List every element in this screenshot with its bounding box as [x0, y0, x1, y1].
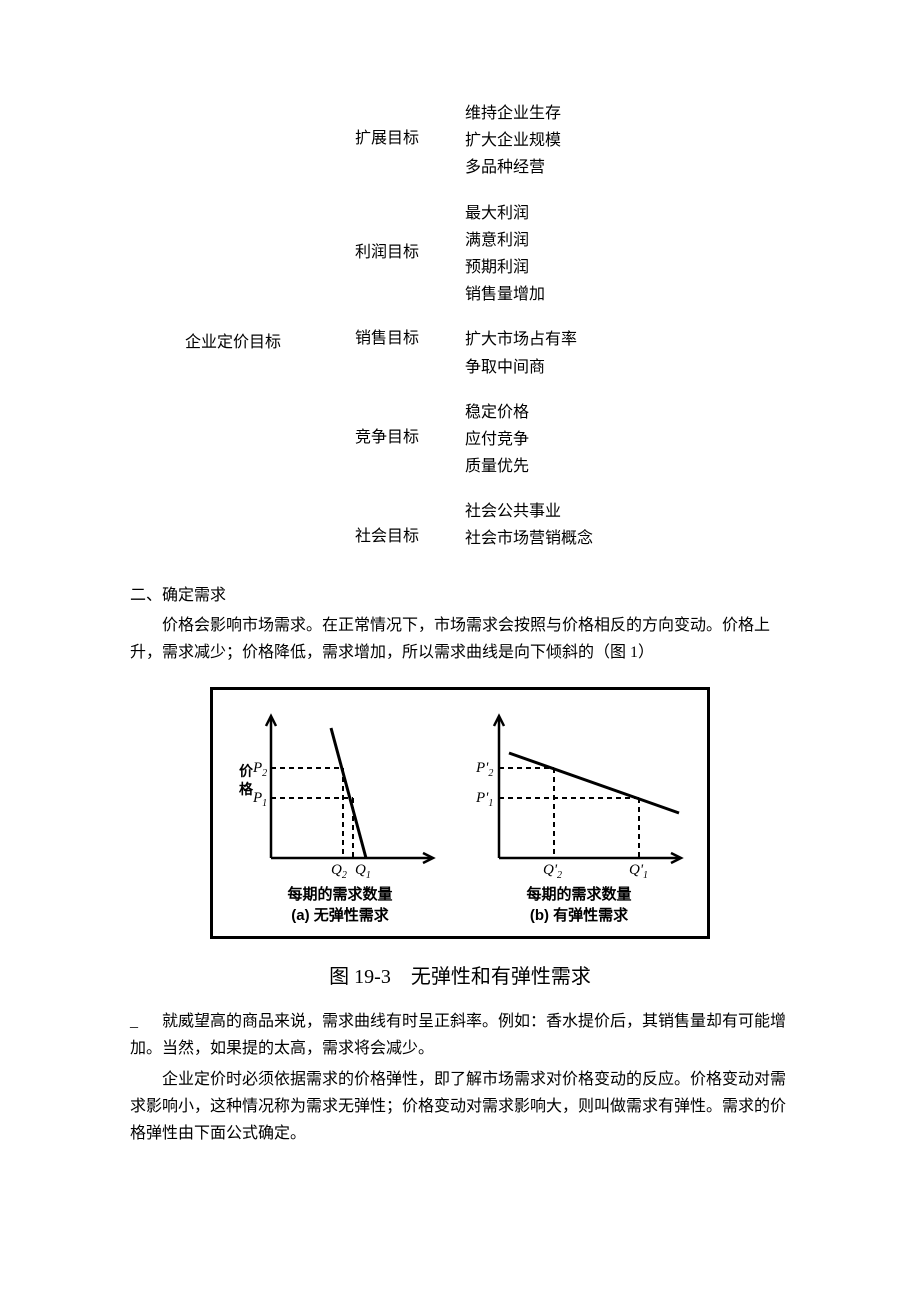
- tree-leaf: 最大利润: [465, 200, 545, 227]
- chart-caption: 每期的需求数量 (a) 无弹性需求: [231, 884, 449, 926]
- tree-leaf: 争取中间商: [465, 354, 577, 381]
- svg-text:Q'2: Q'2: [543, 862, 562, 878]
- caption-line: 每期的需求数量: [469, 884, 689, 905]
- tree-branch: 利润目标 最大利润 满意利润 预期利润 销售量增加: [185, 200, 790, 309]
- tree-leaf: 多品种经营: [465, 154, 561, 181]
- tree-leaf: 销售量增加: [465, 281, 545, 308]
- svg-text:Q'1: Q'1: [629, 862, 648, 878]
- tree-branch: 社会目标 社会公共事业 社会市场营销概念: [185, 498, 790, 552]
- tree-leaf: 维持企业生存: [465, 100, 561, 127]
- tree-leaf: 扩大企业规模: [465, 127, 561, 154]
- svg-text:P2: P2: [252, 760, 267, 779]
- branch-label: 销售目标: [355, 326, 435, 352]
- paragraph-text: 就威望高的商品来说，需求曲线有时呈正斜率。例如：香水提价后，其销售量却有可能增加…: [130, 1013, 786, 1057]
- figure-title: 图 19-3 无弹性和有弹性需求: [210, 961, 710, 993]
- branch-label: 扩展目标: [355, 100, 435, 152]
- elastic-chart-svg: P'2 P'1 Q'2 Q'1: [469, 708, 689, 878]
- tree-leaf: 社会公共事业: [465, 498, 593, 525]
- figure-container: 价 格 P2 P1 Q2 Q1 每期的需求数量 (a) 无弹性需求: [210, 687, 710, 993]
- tree-leaf: 满意利润: [465, 227, 545, 254]
- tree-leaf: 预期利润: [465, 254, 545, 281]
- tree-branch: 竞争目标 稳定价格 应付竞争 质量优先: [185, 399, 790, 481]
- paragraph: 价格会影响市场需求。在正常情况下，市场需求会按照与价格相反的方向变动。价格上升，…: [130, 612, 790, 666]
- branch-leaves: 扩大市场占有率 争取中间商: [465, 326, 577, 380]
- chart-row: 价 格 P2 P1 Q2 Q1 每期的需求数量 (a) 无弹性需求: [231, 708, 689, 926]
- tree-root: 企业定价目标: [185, 330, 281, 356]
- branch-leaves: 最大利润 满意利润 预期利润 销售量增加: [465, 200, 545, 309]
- inelastic-chart-svg: 价 格 P2 P1 Q2 Q1: [231, 708, 441, 878]
- tree-leaf: 社会市场营销概念: [465, 525, 593, 552]
- tree-leaf: 应付竞争: [465, 426, 529, 453]
- caption-line: (b) 有弹性需求: [469, 905, 689, 926]
- figure-frame: 价 格 P2 P1 Q2 Q1 每期的需求数量 (a) 无弹性需求: [210, 687, 710, 939]
- chart-elastic: P'2 P'1 Q'2 Q'1 每期的需求数量 (b) 有弹性需求: [469, 708, 689, 926]
- branch-leaves: 稳定价格 应付竞争 质量优先: [465, 399, 529, 481]
- branch-label: 社会目标: [355, 498, 435, 550]
- svg-text:P'1: P'1: [475, 790, 493, 809]
- branch-leaves: 社会公共事业 社会市场营销概念: [465, 498, 593, 552]
- caption-line: 每期的需求数量: [231, 884, 449, 905]
- underscore-mark: _: [130, 1008, 162, 1035]
- tree-leaf: 扩大市场占有率: [465, 326, 577, 353]
- svg-text:Q2: Q2: [331, 862, 347, 878]
- svg-text:Q1: Q1: [355, 862, 371, 878]
- svg-text:P1: P1: [252, 790, 267, 809]
- section-heading: 二、确定需求: [130, 583, 790, 609]
- y-axis-label: 价: [239, 763, 254, 779]
- pricing-objectives-tree: 企业定价目标 扩展目标 维持企业生存 扩大企业规模 多品种经营 利润目标 最大利…: [185, 100, 790, 553]
- tree-leaf: 稳定价格: [465, 399, 529, 426]
- chart-inelastic: 价 格 P2 P1 Q2 Q1 每期的需求数量 (a) 无弹性需求: [231, 708, 449, 926]
- branch-leaves: 维持企业生存 扩大企业规模 多品种经营: [465, 100, 561, 182]
- branch-label: 竞争目标: [355, 399, 435, 451]
- y-axis-label: 格: [239, 781, 254, 797]
- paragraph: 企业定价时必须依据需求的价格弹性，即了解市场需求对价格变动的反应。价格变动对需求…: [130, 1066, 790, 1148]
- caption-line: (a) 无弹性需求: [231, 905, 449, 926]
- chart-caption: 每期的需求数量 (b) 有弹性需求: [469, 884, 689, 926]
- tree-leaf: 质量优先: [465, 453, 529, 480]
- branch-label: 利润目标: [355, 200, 435, 266]
- tree-branch: 扩展目标 维持企业生存 扩大企业规模 多品种经营: [185, 100, 790, 182]
- paragraph: _就威望高的商品来说，需求曲线有时呈正斜率。例如：香水提价后，其销售量却有可能增…: [130, 1008, 790, 1062]
- svg-text:P'2: P'2: [475, 760, 493, 779]
